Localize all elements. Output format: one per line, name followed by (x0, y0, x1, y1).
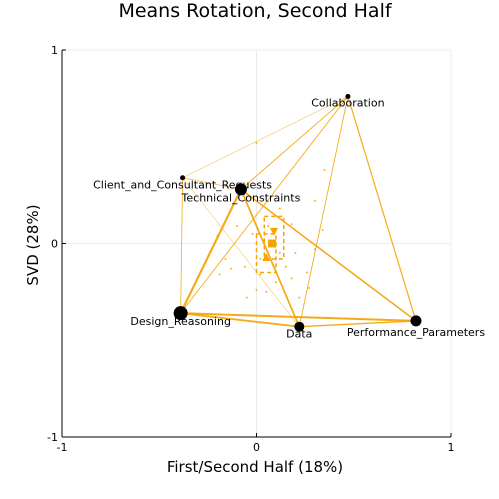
y-tick-label: -1 (47, 431, 58, 444)
y-tick-label: 1 (51, 44, 58, 57)
chart-title: Means Rotation, Second Half (118, 0, 392, 22)
data-point (267, 225, 270, 228)
confidence-box (255, 233, 277, 274)
network-edge (180, 95, 349, 314)
node-label: Data (286, 328, 312, 341)
confidence-box (263, 215, 285, 260)
network-edge (182, 177, 242, 190)
data-point (243, 265, 246, 268)
data-point (259, 273, 262, 276)
data-point (298, 196, 301, 199)
data-point (308, 287, 311, 290)
network-edge (240, 188, 417, 322)
network-edge (182, 96, 349, 178)
y-tick-label: 0 (51, 238, 58, 251)
data-point (294, 252, 297, 255)
data-point (224, 257, 227, 260)
data-point (255, 288, 258, 291)
node-label: Collaboration (311, 96, 384, 109)
network-edge (179, 188, 243, 315)
axes: -1 0 1 -1 0 1 (47, 44, 454, 454)
network-edge (298, 95, 349, 328)
network-edge (240, 188, 301, 328)
data-point (230, 267, 233, 270)
data-point (259, 257, 262, 260)
network-node (410, 315, 422, 327)
x-tick-label: 0 (253, 441, 260, 454)
mean-triangle-up-marker (262, 253, 271, 262)
data-point (255, 141, 258, 144)
data-point (274, 281, 277, 284)
node-label: Design_Reasoning (130, 315, 231, 328)
network-edge (179, 312, 417, 322)
x-axis-label: First/Second Half (18%) (167, 458, 343, 476)
data-point (278, 252, 281, 255)
mean-square-marker (268, 239, 277, 248)
data-point (321, 228, 324, 231)
data-point (290, 277, 293, 280)
data-point (313, 199, 316, 202)
x-tick-label: 1 (448, 441, 455, 454)
network-edge (182, 177, 300, 327)
node-label: Performance_Parameters (347, 326, 485, 339)
data-point (251, 232, 254, 235)
mean-triangle-down-marker (270, 227, 279, 236)
network-edge (347, 95, 417, 322)
node-label: Client_and_Consultant_Requests (93, 179, 272, 192)
data-point (284, 265, 287, 268)
data-point (278, 207, 281, 210)
data-point (218, 273, 221, 276)
network: Collaboration Client_and_Consultant_Reque… (93, 93, 485, 341)
y-axis-label: SVD (28%) (24, 204, 42, 285)
x-tick-label: -1 (57, 441, 68, 454)
network-node (345, 93, 351, 99)
network-node (173, 306, 188, 321)
network-edge (179, 312, 301, 328)
network-node (180, 175, 186, 181)
data-point (290, 223, 293, 226)
network-edge (180, 177, 183, 314)
network-node (294, 321, 305, 332)
data-point (323, 168, 326, 171)
data-point (245, 296, 248, 299)
network-node (234, 183, 247, 196)
data-point (236, 225, 239, 228)
data-point (306, 271, 309, 274)
data-point (298, 296, 301, 299)
network-edge (298, 320, 417, 328)
data-point (265, 290, 268, 293)
network-edge (240, 95, 349, 190)
node-label: Technical_Constraints (181, 191, 301, 204)
